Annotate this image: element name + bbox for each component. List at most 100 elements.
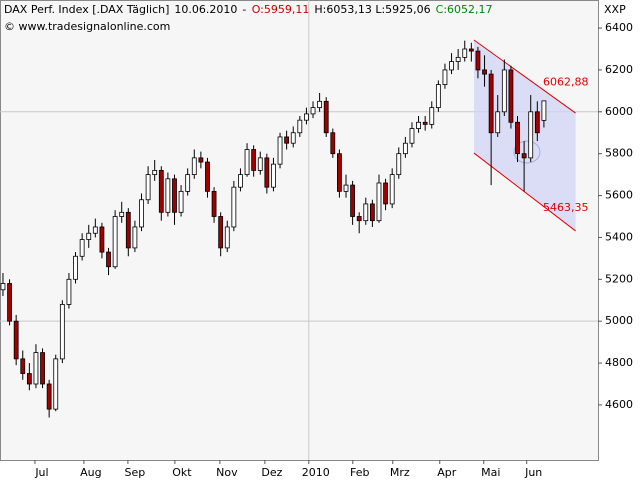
candle-body [251, 149, 257, 171]
candle-body [46, 383, 52, 410]
candle-body [409, 128, 415, 144]
candle-body [330, 132, 336, 155]
candle-body [495, 111, 501, 134]
x-tick-label: Sep [125, 466, 146, 479]
candle-body [106, 251, 111, 268]
header-part: DAX Perf. Index [.DAX Täglich] [4, 3, 169, 16]
candle-body [449, 61, 454, 71]
candle-body [0, 283, 6, 291]
candle-body [198, 157, 204, 163]
candle-body [224, 226, 230, 249]
candle-body [343, 184, 349, 192]
candle-body [165, 178, 171, 213]
header-part: 10.06.2010 [174, 3, 237, 16]
x-tick-label: 2010 [302, 466, 330, 479]
candle-body [40, 352, 45, 385]
channel-label: 6062,88 [543, 76, 589, 89]
candle-body [304, 113, 309, 121]
channel-label: 5463,35 [543, 201, 589, 214]
candle-body [205, 161, 210, 192]
candle-body [191, 157, 197, 176]
candle-body [125, 211, 131, 249]
candle-body [501, 69, 507, 113]
candle-body [66, 278, 72, 305]
candle-body [442, 69, 448, 85]
y-tick-label: 5000 [605, 314, 633, 327]
candle-body [231, 186, 237, 228]
candle-body [317, 100, 323, 109]
candle-body [257, 157, 263, 171]
candle-body [20, 358, 26, 374]
header-part: H:6053,13 L:5925,06 [314, 3, 430, 16]
candle-body [521, 153, 527, 159]
candle-body [139, 199, 144, 228]
candle-body [13, 320, 19, 360]
candle-body [244, 149, 250, 176]
candle-body [185, 174, 191, 192]
candle-body [33, 352, 39, 385]
candle-body [350, 184, 355, 217]
candle-body [238, 174, 243, 188]
candle-body [363, 203, 369, 222]
x-tick-label: Mrz [390, 466, 410, 479]
candle-body [211, 190, 217, 217]
candle-body [422, 121, 428, 125]
x-tick-label: Jun [524, 466, 542, 479]
candle-body [402, 142, 408, 155]
x-tick-label: Mai [481, 466, 500, 479]
candle-body [7, 283, 12, 322]
y-tick-label: 5600 [605, 189, 633, 202]
candle-body [541, 100, 547, 121]
candle-body [119, 211, 125, 217]
candle-body [508, 69, 514, 123]
copyright: © www.tradesignalonline.com [4, 20, 170, 33]
header: DAX Perf. Index [.DAX Täglich] 10.06.2010… [4, 3, 493, 16]
header-part: - [242, 3, 246, 16]
candle-body [284, 136, 290, 144]
candle-body [290, 132, 296, 144]
candle-body [79, 239, 85, 257]
x-tick-label: Dez [261, 466, 282, 479]
candle-body [112, 216, 118, 268]
x-tick-label: Feb [350, 466, 369, 479]
y-tick-label: 6200 [605, 63, 633, 76]
candle-body [528, 111, 534, 159]
candle-body [92, 226, 98, 234]
candle-body [396, 153, 402, 176]
candle-body [435, 84, 441, 109]
x-tick-label: Apr [437, 466, 457, 479]
candle-body [383, 182, 388, 205]
candle-body [172, 178, 177, 213]
candle-body [73, 255, 78, 280]
candle-body [369, 203, 375, 222]
candle-body [132, 226, 138, 249]
header-part: C:6052,17 [436, 3, 493, 16]
candle-body [515, 121, 520, 155]
candle-body [389, 174, 395, 205]
candle-body [482, 69, 487, 75]
y-tick-label: 5800 [605, 147, 633, 160]
candle-body [158, 170, 164, 213]
candle-body [475, 50, 481, 71]
candle-body [218, 216, 224, 249]
candle-body [53, 358, 59, 410]
candle-body [59, 304, 65, 360]
candle-body [99, 226, 105, 253]
candle-body [178, 190, 184, 213]
channel-line [473, 39, 576, 114]
x-tick-label: Jul [34, 466, 48, 479]
y-tick-label: 6400 [605, 21, 633, 34]
x-tick-label: Okt [172, 466, 192, 479]
candle-body [376, 182, 382, 222]
candle-body [468, 48, 474, 52]
candle-body [152, 170, 158, 176]
candle-body [145, 174, 151, 201]
header-part: O:5959,11 [252, 3, 310, 16]
candle-body [488, 73, 494, 134]
candle-body [337, 153, 342, 192]
candle-body [86, 232, 92, 240]
candle-body [429, 107, 435, 125]
candle-body [310, 107, 316, 115]
y-tick-label: 4600 [605, 398, 633, 411]
